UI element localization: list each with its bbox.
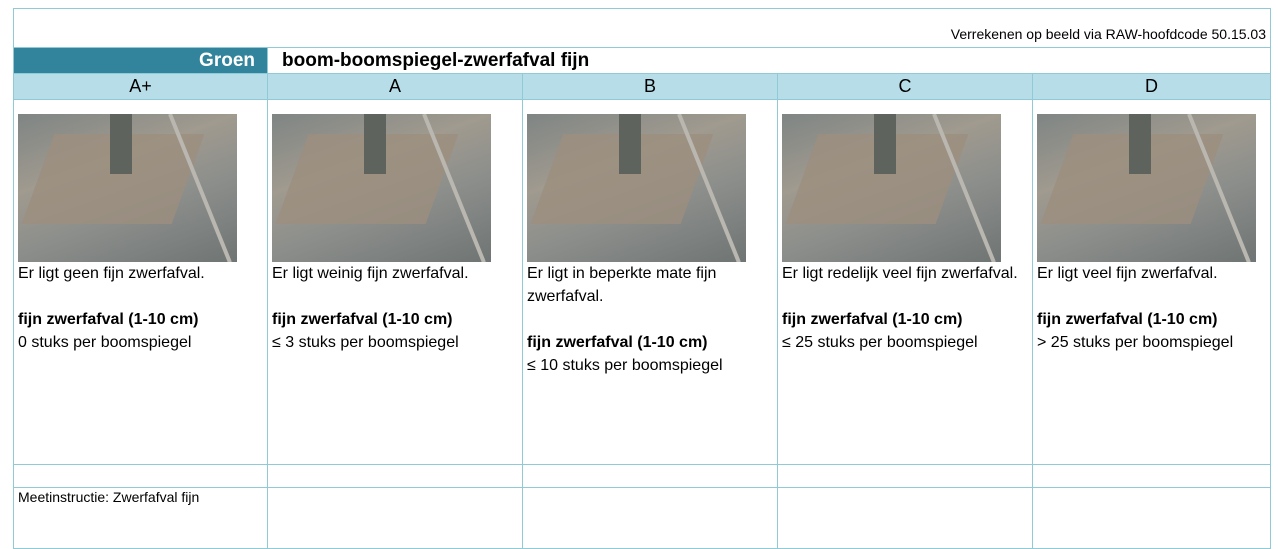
content-cell: Er ligt veel fijn zwerfafval. fijn zwerfa… (1032, 99, 1271, 465)
empty-cell (522, 464, 778, 488)
photo (272, 114, 491, 262)
measure-cell (1032, 487, 1271, 549)
description: Er ligt redelijk veel fijn zwerfafval. (782, 265, 1018, 282)
criterion-value: 0 stuks per boomspiegel (18, 334, 192, 351)
measure-cell (267, 487, 523, 549)
grade: C (777, 73, 1033, 100)
photo-trunk (874, 114, 896, 174)
content-cell: Er ligt redelijk veel fijn zwerfafval. fi… (777, 99, 1033, 465)
grade-row: A+ A B C D (13, 73, 1271, 100)
criterion-label: fijn zwerfafval (1-10 cm) (782, 311, 963, 328)
content-cell: Er ligt weinig fijn zwerfafval. fijn zwer… (267, 99, 523, 465)
photo (782, 114, 1001, 262)
category: Groen (13, 47, 268, 74)
criterion-label: fijn zwerfafval (1-10 cm) (272, 311, 453, 328)
photo-trunk (1129, 114, 1151, 174)
description: Er ligt in beperkte mate fijn zwerfafval… (527, 265, 717, 305)
description: Er ligt veel fijn zwerfafval. (1037, 265, 1218, 282)
grade: B (522, 73, 778, 100)
content-row: Er ligt geen fijn zwerfafval. fijn zwerfa… (13, 99, 1271, 465)
criterion-label: fijn zwerfafval (1-10 cm) (527, 334, 708, 351)
content-cell: Er ligt in beperkte mate fijn zwerfafval… (522, 99, 778, 465)
photo (18, 114, 237, 262)
description: Er ligt geen fijn zwerfafval. (18, 265, 205, 282)
title: boom-boomspiegel-zwerfafval fijn (267, 47, 1271, 74)
description: Er ligt weinig fijn zwerfafval. (272, 265, 469, 282)
photo (1037, 114, 1256, 262)
empty-cell (777, 464, 1033, 488)
content-cell: Er ligt geen fijn zwerfafval. fijn zwerfa… (13, 99, 268, 465)
criterion-value: ≤ 3 stuks per boomspiegel (272, 334, 459, 351)
empty-cell (13, 464, 268, 488)
grade: A (267, 73, 523, 100)
criterion-label: fijn zwerfafval (1-10 cm) (1037, 311, 1218, 328)
photo-trunk (364, 114, 386, 174)
measure-instruction: Meetinstructie: Zwerfafval fijn (13, 487, 268, 549)
empty-row (13, 464, 1271, 488)
measure-cell (777, 487, 1033, 549)
assessment-table: Verrekenen op beeld via RAW-hoofdcode 50… (13, 8, 1271, 549)
criterion-label: fijn zwerfafval (1-10 cm) (18, 311, 199, 328)
empty-cell (267, 464, 523, 488)
photo-trunk (110, 114, 132, 174)
grade: D (1032, 73, 1271, 100)
note-row: Verrekenen op beeld via RAW-hoofdcode 50… (13, 8, 1271, 48)
measure-cell (522, 487, 778, 549)
title-row: Groen boom-boomspiegel-zwerfafval fijn (13, 47, 1271, 74)
photo (527, 114, 746, 262)
criterion-value: > 25 stuks per boomspiegel (1037, 334, 1234, 351)
grade: A+ (13, 73, 268, 100)
measure-row: Meetinstructie: Zwerfafval fijn (13, 487, 1271, 549)
empty-cell (1032, 464, 1271, 488)
note: Verrekenen op beeld via RAW-hoofdcode 50… (13, 8, 1271, 48)
photo-trunk (619, 114, 641, 174)
criterion-value: ≤ 10 stuks per boomspiegel (527, 357, 723, 374)
criterion-value: ≤ 25 stuks per boomspiegel (782, 334, 978, 351)
